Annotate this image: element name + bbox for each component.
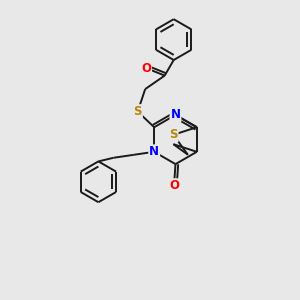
Text: S: S	[169, 128, 178, 141]
Text: N: N	[149, 145, 159, 158]
Text: N: N	[170, 108, 181, 122]
Text: O: O	[141, 61, 151, 75]
Text: S: S	[134, 105, 142, 118]
Text: O: O	[169, 179, 179, 192]
